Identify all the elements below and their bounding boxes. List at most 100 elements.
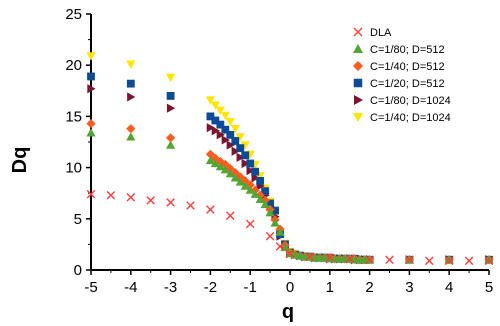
data-point [206, 112, 215, 121]
x-tick-label: -3 [164, 279, 177, 296]
y-axis-title: Dq [9, 147, 31, 174]
data-point [106, 190, 116, 200]
data-point [225, 117, 235, 127]
data-point [245, 219, 255, 229]
y-tick-label: 20 [65, 57, 82, 74]
data-point [265, 208, 275, 217]
data-point [256, 177, 265, 185]
legend-marker [353, 78, 363, 88]
data-point [266, 199, 275, 208]
legend-label: C=1/40; D=512 [370, 61, 445, 73]
legend-marker [354, 95, 363, 105]
data-point [226, 130, 235, 139]
data-point [126, 193, 136, 202]
data-point [126, 60, 136, 69]
data-point [250, 189, 260, 198]
data-point [230, 173, 240, 182]
data-point [210, 158, 220, 168]
legend-label: C=1/80; D=512 [370, 44, 445, 56]
data-point [235, 177, 245, 186]
data-point [345, 254, 354, 264]
data-point [245, 185, 255, 194]
data-point [166, 133, 176, 143]
y-tick-label: 10 [65, 160, 82, 177]
data-point [166, 92, 175, 100]
data-markers [86, 52, 494, 266]
data-point [365, 255, 374, 265]
data-point [236, 144, 245, 153]
data-point [216, 130, 225, 140]
data-point [241, 158, 250, 169]
y-tick-label: 5 [74, 211, 82, 228]
x-tick-label: -4 [124, 279, 137, 296]
data-point [251, 167, 260, 176]
x-tick-label: 5 [485, 279, 493, 296]
legend-marker [353, 113, 363, 122]
data-point [126, 124, 136, 134]
x-tick-label: 2 [365, 279, 373, 296]
data-point [186, 201, 195, 210]
data-point [205, 155, 215, 165]
y-tick-label: 0 [74, 262, 82, 279]
data-point [230, 125, 240, 134]
data-point [216, 120, 225, 129]
x-tick-label: -5 [84, 279, 97, 296]
series-1 [86, 128, 494, 264]
data-point [444, 256, 454, 266]
data-point [221, 135, 230, 145]
data-point [261, 187, 270, 196]
data-point [231, 146, 240, 156]
data-point [305, 252, 315, 261]
data-point [205, 96, 215, 105]
data-point [425, 256, 434, 266]
data-point [220, 165, 230, 174]
data-point [385, 255, 394, 265]
data-point [255, 194, 265, 204]
data-point [484, 255, 494, 264]
data-point [246, 166, 255, 176]
legend-marker [353, 61, 363, 71]
data-point [240, 141, 250, 150]
data-point [211, 126, 220, 136]
data-point [126, 79, 135, 88]
data-point [215, 161, 225, 171]
data-point [271, 206, 279, 215]
data-point [275, 242, 285, 251]
data-point [86, 52, 96, 61]
data-point [221, 125, 230, 134]
tick-labels: -5 -4 -3 -2 -1 0 1 2 3 4 5 0 5 10 15 20 25 [65, 6, 493, 296]
series-0 [86, 189, 494, 266]
data-point [146, 196, 155, 205]
legend-marker [353, 44, 363, 53]
data-point [87, 84, 96, 94]
x-tick-label: 3 [405, 279, 413, 296]
x-tick-label: 1 [326, 279, 334, 296]
x-axis-title: q [282, 301, 294, 323]
data-point [444, 255, 454, 264]
data-point [86, 118, 96, 129]
data-point [225, 169, 235, 178]
series-2 [86, 118, 494, 265]
data-point [405, 255, 414, 265]
data-point [240, 181, 250, 190]
data-point [260, 199, 270, 209]
data-point [235, 133, 245, 142]
data-point [325, 253, 335, 263]
data-point [126, 132, 136, 141]
data-point [206, 205, 215, 214]
data-point [464, 256, 474, 266]
legend-label: C=1/40; D=1024 [370, 112, 451, 124]
data-point [215, 106, 225, 115]
data-point [220, 111, 230, 120]
x-tick-label: 0 [286, 279, 294, 296]
legend-label: C=1/20; D=512 [370, 78, 445, 90]
legend-label: C=1/80; D=1024 [370, 95, 451, 107]
data-point [226, 140, 235, 150]
data-point [206, 123, 215, 133]
tick-marks [86, 13, 490, 275]
data-point [484, 256, 494, 266]
data-point [265, 231, 275, 241]
data-point [270, 218, 280, 227]
